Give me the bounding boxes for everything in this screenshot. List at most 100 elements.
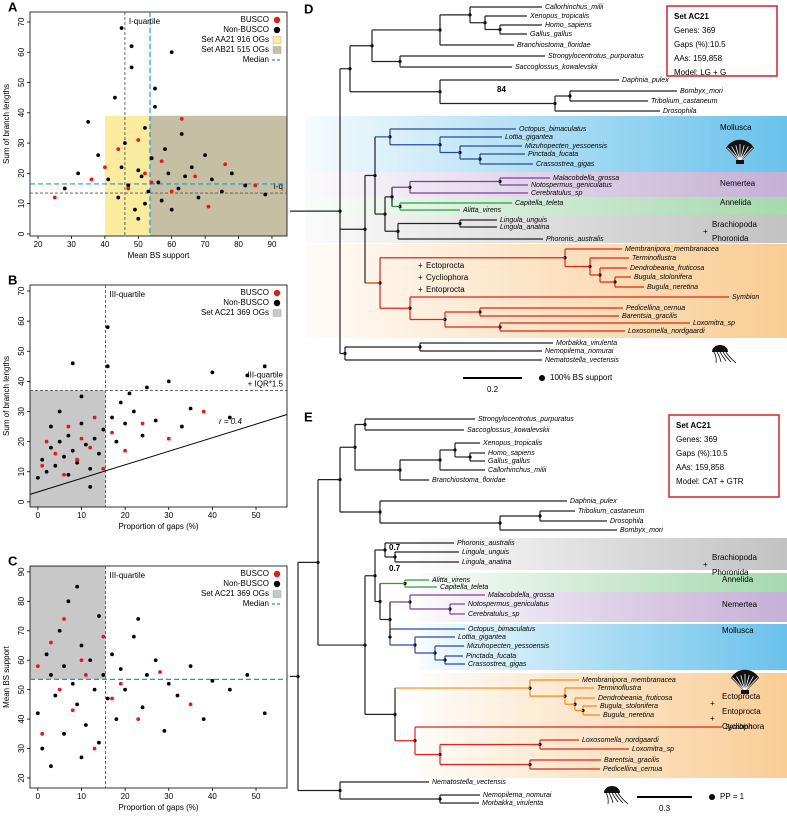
leaf-label: Symbion bbox=[725, 724, 752, 731]
point bbox=[40, 457, 45, 462]
x-tick-label: 60 bbox=[167, 240, 176, 249]
leaf-label: Symbion bbox=[732, 294, 759, 301]
point bbox=[62, 454, 66, 459]
point bbox=[179, 116, 184, 121]
clade-label: + bbox=[710, 699, 715, 708]
set-box-line: Gaps (%):10.5 bbox=[676, 449, 728, 458]
point bbox=[196, 195, 201, 200]
point bbox=[112, 95, 117, 100]
point bbox=[140, 705, 145, 710]
set-box-line: AAs: 159,858 bbox=[676, 463, 725, 472]
x-tick-label: 50 bbox=[252, 792, 261, 801]
point bbox=[146, 189, 151, 194]
point bbox=[79, 421, 84, 426]
x-tick-label: 20 bbox=[121, 792, 130, 801]
legend-label: Median bbox=[243, 55, 269, 64]
legend-marker bbox=[273, 580, 281, 588]
point bbox=[86, 119, 91, 124]
leaf-label: Octopus_bimaculatus bbox=[468, 626, 536, 633]
point bbox=[131, 409, 136, 414]
point bbox=[179, 132, 184, 136]
point bbox=[219, 189, 224, 194]
point bbox=[57, 409, 62, 414]
legend-label: Set AB21 515 OGs bbox=[201, 45, 269, 54]
point bbox=[201, 409, 206, 414]
point bbox=[156, 180, 161, 185]
leaf-label: Strongylocentrotus_purpuratus bbox=[548, 53, 644, 60]
y-tick-label: 20 bbox=[17, 773, 26, 782]
set-box-line: Model: CAT + GTR bbox=[676, 477, 744, 486]
point bbox=[70, 708, 75, 713]
point bbox=[75, 457, 80, 462]
x-tick-label: 0 bbox=[36, 511, 41, 520]
set-box-line: Gaps (%):10.5 bbox=[674, 40, 726, 49]
clade-label: Nemertea bbox=[720, 179, 756, 188]
leaf-label: Loxomitra_sp bbox=[693, 320, 735, 327]
point bbox=[53, 463, 58, 468]
leaf-label: Lingula_anatina bbox=[500, 224, 550, 231]
point bbox=[129, 44, 134, 49]
y-axis-label: Sum of branch lengths bbox=[2, 356, 11, 436]
point bbox=[123, 687, 128, 692]
point bbox=[97, 451, 101, 456]
legend-marker bbox=[273, 26, 281, 34]
point bbox=[44, 652, 49, 657]
scale-label: 0.2 bbox=[487, 385, 499, 394]
set-box-title: Set AC21 bbox=[674, 12, 709, 21]
set-box-title: Set AC21 bbox=[676, 421, 711, 430]
leaf-label: Cerebratulus_sp bbox=[531, 190, 582, 197]
panel-letter: D bbox=[304, 1, 313, 16]
point bbox=[66, 424, 71, 429]
point bbox=[57, 439, 62, 444]
point bbox=[193, 174, 197, 179]
leaf-label: Tribolium_castaneum bbox=[651, 98, 718, 105]
point bbox=[158, 670, 162, 674]
point bbox=[162, 728, 167, 733]
y-tick-label: 50 bbox=[17, 78, 26, 87]
point bbox=[66, 599, 71, 604]
fit-line bbox=[29, 414, 288, 495]
clade-band bbox=[305, 244, 787, 338]
leaf-label: Bugula_neretina bbox=[603, 712, 654, 719]
point bbox=[79, 394, 84, 399]
point bbox=[62, 664, 66, 669]
leaf-label: Bombyx_mori bbox=[680, 88, 723, 95]
point bbox=[79, 755, 84, 760]
shell-icon bbox=[726, 139, 754, 164]
legend-marker bbox=[273, 289, 281, 297]
jellyfish-icon bbox=[712, 345, 737, 364]
leaf-label: Lingula_unguis bbox=[500, 217, 548, 224]
point bbox=[145, 385, 149, 390]
point bbox=[101, 427, 106, 432]
point bbox=[97, 740, 101, 745]
x-tick-label: 40 bbox=[208, 792, 217, 801]
jelly-bell bbox=[604, 786, 620, 793]
legend-marker bbox=[272, 46, 282, 54]
point bbox=[106, 177, 111, 182]
point bbox=[145, 673, 149, 677]
y-tick-label: 20 bbox=[17, 437, 26, 446]
point bbox=[123, 421, 128, 426]
leaf-label: Terminoflustra bbox=[632, 255, 676, 262]
leaf-label: Notospermus_geniculatus bbox=[468, 601, 549, 608]
point bbox=[114, 717, 119, 722]
y-tick-label: 50 bbox=[17, 685, 26, 694]
point bbox=[83, 723, 88, 727]
point bbox=[209, 177, 214, 182]
clade-label: Mollusca bbox=[720, 123, 752, 132]
point bbox=[253, 183, 258, 188]
shell-rib bbox=[727, 147, 741, 162]
fit-label: r = 0.4 bbox=[219, 417, 242, 426]
shell-rib bbox=[739, 147, 753, 162]
support-key bbox=[539, 375, 545, 381]
point bbox=[149, 156, 154, 161]
point bbox=[57, 687, 62, 692]
jelly-tentacle bbox=[617, 792, 629, 805]
jelly-tentacle bbox=[719, 351, 727, 362]
y-tick-label: 80 bbox=[17, 596, 26, 605]
y-tick-label: 30 bbox=[17, 407, 26, 416]
x-tick-label: 80 bbox=[234, 240, 243, 249]
jelly-tentacle bbox=[608, 792, 614, 804]
x-tick-label: 70 bbox=[201, 240, 210, 249]
y-tick-label: 60 bbox=[17, 655, 26, 664]
